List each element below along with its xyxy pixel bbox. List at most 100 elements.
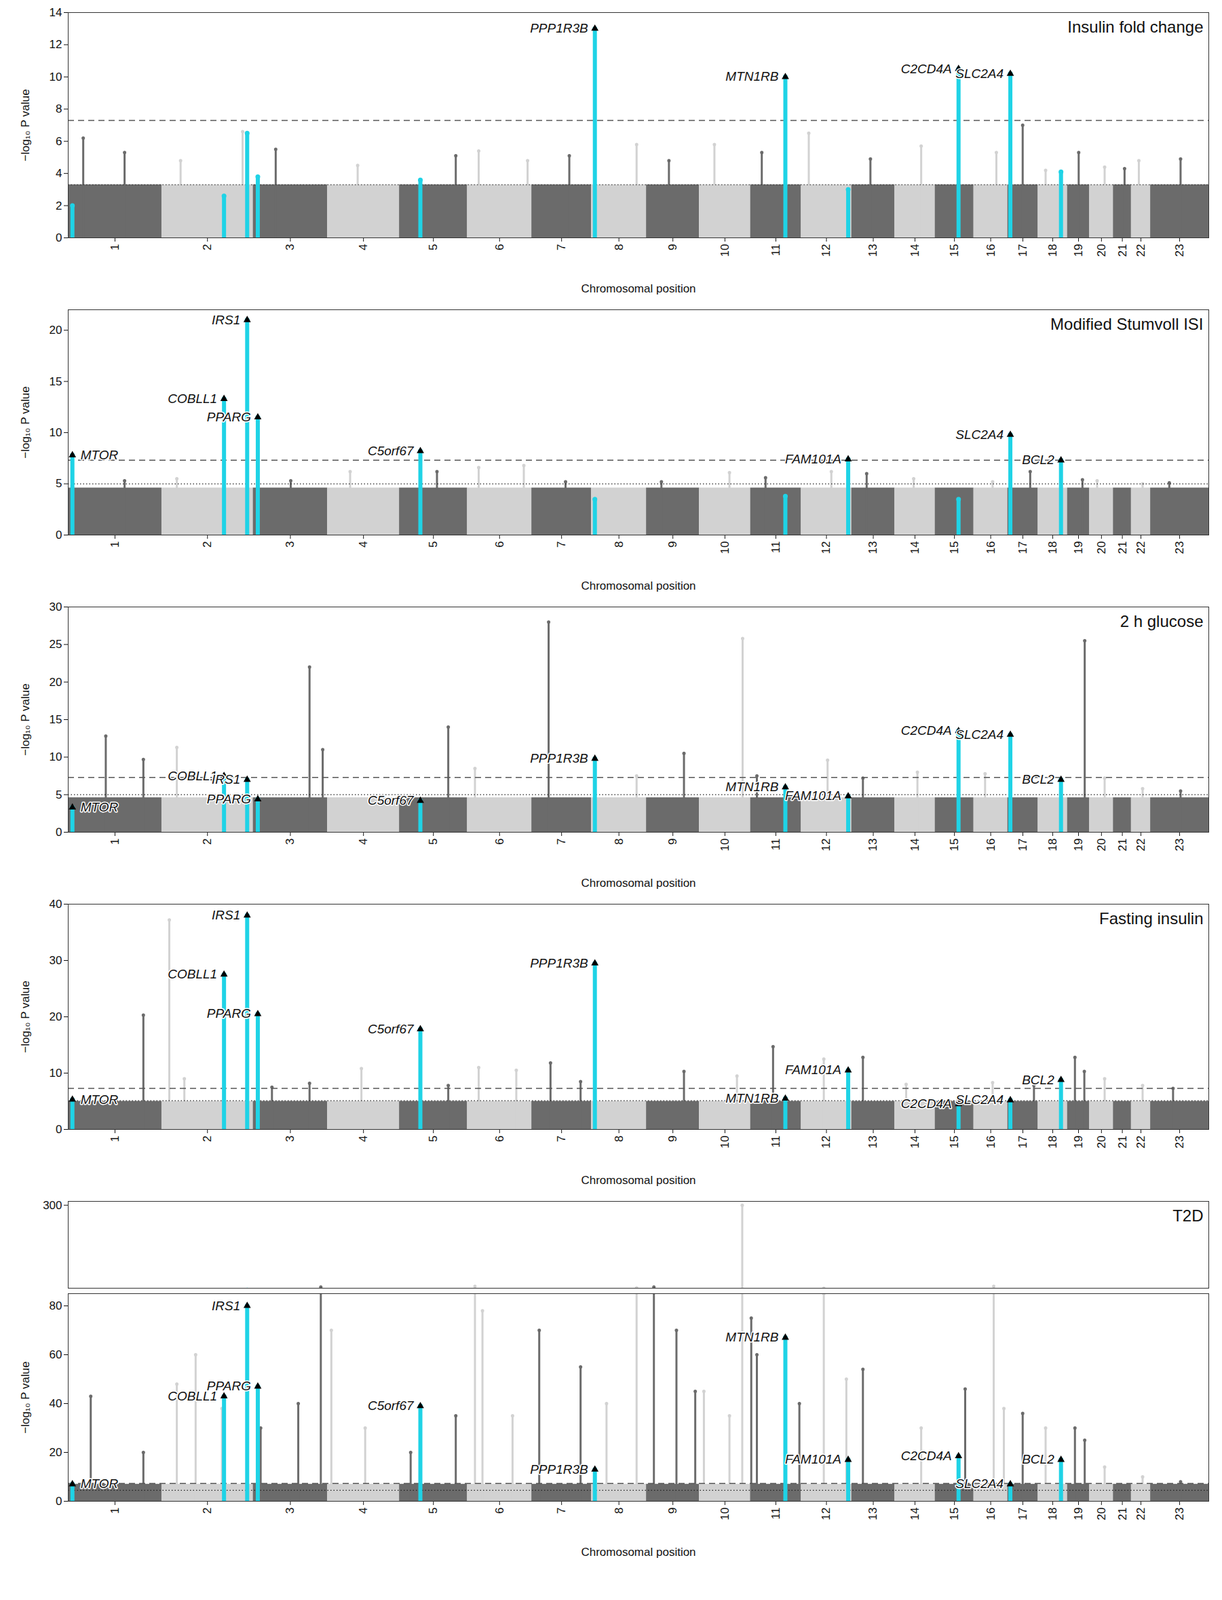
svg-text:PPP1R3B: PPP1R3B [529, 956, 589, 971]
svg-text:23: 23 [1173, 541, 1187, 555]
svg-text:4: 4 [55, 166, 62, 180]
svg-text:10: 10 [718, 244, 732, 258]
svg-text:C5orf67: C5orf67 [367, 443, 415, 458]
svg-text:17: 17 [1016, 541, 1030, 555]
svg-text:2: 2 [55, 199, 62, 213]
svg-text:4: 4 [356, 541, 370, 548]
svg-text:5: 5 [426, 838, 440, 845]
svg-text:22: 22 [1134, 838, 1148, 852]
svg-text:5: 5 [426, 244, 440, 251]
svg-text:12: 12 [49, 37, 63, 51]
svg-text:9: 9 [666, 838, 680, 845]
svg-text:Fasting insulin: Fasting insulin [1099, 909, 1204, 928]
svg-text:22: 22 [1134, 1135, 1148, 1149]
svg-text:C5orf67: C5orf67 [367, 1398, 415, 1413]
svg-text:11: 11 [769, 838, 783, 851]
svg-text:8: 8 [55, 102, 62, 116]
svg-text:18: 18 [1046, 244, 1060, 258]
svg-text:18: 18 [1046, 541, 1060, 555]
svg-text:11: 11 [769, 541, 783, 554]
svg-text:IRS1: IRS1 [211, 772, 241, 787]
svg-text:8: 8 [612, 541, 626, 548]
svg-text:3: 3 [283, 244, 297, 251]
svg-text:−log₁₀ P value: −log₁₀ P value [18, 88, 32, 162]
svg-text:1: 1 [108, 1507, 122, 1514]
svg-text:MTOR: MTOR [80, 1476, 119, 1491]
svg-text:11: 11 [769, 244, 783, 257]
svg-text:IRS1: IRS1 [211, 312, 241, 328]
svg-text:20: 20 [1095, 244, 1109, 258]
svg-text:SLC2A4: SLC2A4 [955, 727, 1004, 742]
svg-text:IRS1: IRS1 [211, 1298, 241, 1313]
svg-text:20: 20 [1095, 838, 1109, 852]
svg-text:22: 22 [1134, 541, 1148, 555]
svg-text:6: 6 [493, 838, 507, 845]
svg-text:0: 0 [55, 231, 62, 245]
svg-text:6: 6 [493, 1135, 507, 1142]
svg-text:4: 4 [356, 1507, 370, 1514]
svg-text:12: 12 [819, 541, 833, 555]
svg-text:12: 12 [819, 244, 833, 258]
svg-text:22: 22 [1134, 244, 1148, 258]
svg-text:10: 10 [49, 426, 63, 439]
svg-text:SLC2A4: SLC2A4 [955, 66, 1004, 81]
svg-text:23: 23 [1173, 244, 1187, 258]
svg-text:17: 17 [1016, 1507, 1030, 1521]
svg-text:SLC2A4: SLC2A4 [955, 1476, 1004, 1491]
svg-text:3: 3 [283, 541, 297, 548]
svg-text:2 h glucose: 2 h glucose [1120, 612, 1204, 631]
svg-text:0: 0 [55, 528, 62, 542]
svg-text:17: 17 [1016, 838, 1030, 852]
svg-text:10: 10 [49, 70, 63, 84]
svg-text:0: 0 [55, 1494, 62, 1508]
svg-text:12: 12 [819, 1135, 833, 1149]
svg-text:20: 20 [49, 675, 63, 689]
svg-text:1: 1 [108, 838, 122, 845]
svg-text:C5orf67: C5orf67 [367, 793, 415, 808]
svg-text:21: 21 [1116, 1507, 1130, 1521]
svg-text:1: 1 [108, 1135, 122, 1142]
svg-text:2: 2 [200, 1507, 214, 1514]
svg-text:19: 19 [1072, 244, 1085, 258]
svg-text:PPARG: PPARG [206, 1378, 252, 1393]
svg-text:19: 19 [1072, 1507, 1085, 1521]
svg-text:20: 20 [49, 1010, 63, 1024]
svg-text:21: 21 [1116, 541, 1130, 555]
svg-text:18: 18 [1046, 838, 1060, 852]
svg-text:8: 8 [612, 1135, 626, 1142]
svg-text:−log₁₀ P value: −log₁₀ P value [18, 980, 32, 1054]
svg-text:5: 5 [426, 541, 440, 548]
svg-text:23: 23 [1173, 1507, 1187, 1521]
svg-text:20: 20 [49, 323, 63, 337]
svg-text:0: 0 [55, 825, 62, 839]
svg-text:FAM101A: FAM101A [785, 788, 842, 803]
svg-text:16: 16 [984, 1507, 998, 1521]
svg-text:17: 17 [1016, 244, 1030, 258]
svg-text:6: 6 [493, 541, 507, 548]
svg-text:PPARG: PPARG [206, 409, 252, 425]
svg-text:20: 20 [1095, 541, 1109, 555]
svg-text:6: 6 [493, 244, 507, 251]
svg-text:16: 16 [984, 541, 998, 555]
svg-text:SLC2A4: SLC2A4 [955, 1092, 1004, 1107]
svg-text:14: 14 [908, 1135, 922, 1149]
svg-text:2: 2 [200, 838, 214, 845]
svg-text:BCL2: BCL2 [1021, 452, 1055, 467]
svg-text:13: 13 [866, 244, 880, 258]
svg-text:15: 15 [947, 244, 961, 258]
svg-text:FAM101A: FAM101A [785, 1452, 842, 1467]
svg-text:9: 9 [666, 541, 680, 548]
svg-text:7: 7 [555, 1135, 568, 1142]
svg-text:13: 13 [866, 1507, 880, 1521]
svg-text:14: 14 [908, 1507, 922, 1521]
svg-text:20: 20 [49, 1445, 63, 1459]
svg-text:12: 12 [819, 1507, 833, 1521]
svg-text:19: 19 [1072, 838, 1085, 852]
svg-text:10: 10 [718, 838, 732, 852]
svg-text:13: 13 [866, 838, 880, 852]
svg-text:MTN1RB: MTN1RB [725, 1329, 779, 1345]
svg-text:15: 15 [49, 375, 63, 389]
svg-text:13: 13 [866, 541, 880, 555]
svg-text:Insulin fold change: Insulin fold change [1067, 17, 1204, 36]
svg-text:Modified Stumvoll ISI: Modified Stumvoll ISI [1050, 314, 1204, 334]
